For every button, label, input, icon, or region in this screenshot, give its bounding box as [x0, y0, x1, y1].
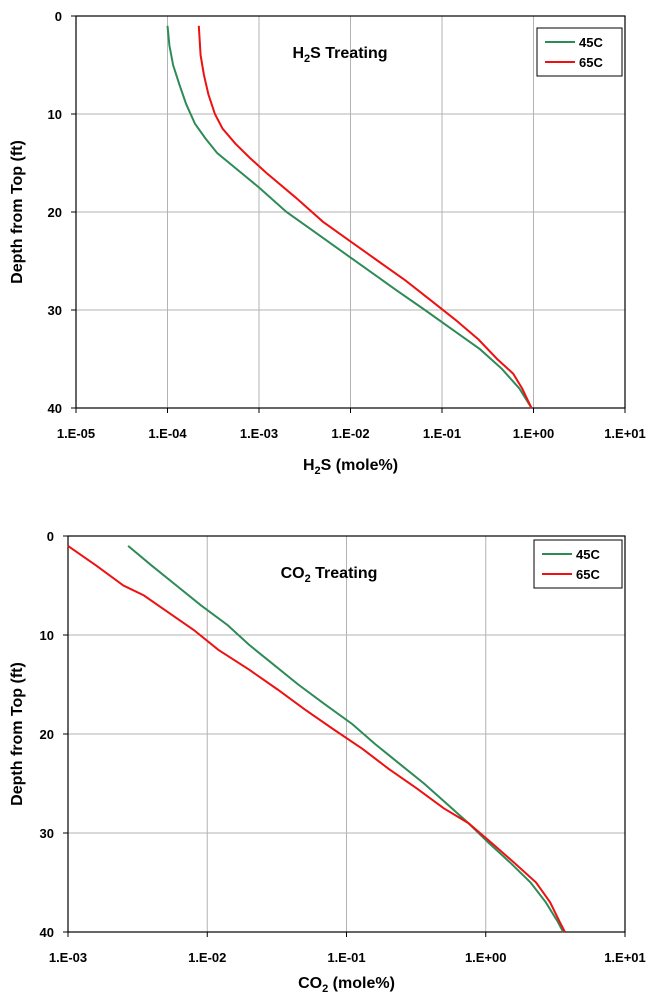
text-part: CO: [281, 565, 305, 582]
x-tick-label: 1.E+01: [604, 426, 646, 441]
subscript: 2: [305, 573, 311, 585]
y-axis-title: Depth from Top (ft): [9, 140, 26, 284]
x-axis-title: CO2 (mole%): [298, 975, 395, 995]
series-line-65C: [197, 25, 533, 409]
chart-title: H2S Treating: [292, 45, 387, 65]
y-tick-label: 30: [48, 303, 62, 318]
y-tick-label: 20: [40, 727, 54, 742]
text-part: (mole%): [328, 975, 395, 992]
x-tick-label: 1.E+00: [513, 426, 555, 441]
x-axis-title: H2S (mole%): [303, 457, 398, 477]
y-tick-label: 40: [48, 401, 62, 416]
subscript: 2: [322, 983, 328, 995]
y-tick-label: 40: [40, 925, 54, 940]
plot-frame: [67, 535, 626, 933]
x-tick-label: 1.E-03: [49, 950, 87, 965]
y-tick-label: 10: [48, 107, 62, 122]
plot-frame: [75, 15, 626, 409]
x-tick-label: 1.E+01: [604, 950, 646, 965]
chart-title: CO2 Treating: [281, 565, 378, 585]
legend-label: 45C: [576, 547, 600, 562]
text-part: Treating: [311, 565, 378, 582]
text-part: S (mole%): [321, 457, 398, 474]
y-tick-label: 20: [48, 205, 62, 220]
legend-label: 65C: [579, 55, 603, 70]
legend-box: [536, 27, 623, 77]
subscript: 2: [315, 465, 321, 477]
x-tick-label: 1.E-04: [148, 426, 187, 441]
text-part: CO: [298, 975, 322, 992]
subscript: 2: [304, 53, 310, 65]
co2-treating-chart: 1.E-03 1.E-02 1.E-01 1.E+00 1.E+01 0 10 20 30 40 C…: [9, 529, 646, 995]
x-tick-label: 1.E+00: [465, 950, 507, 965]
y-axis-title: Depth from Top (ft): [9, 662, 26, 806]
text-part: H: [303, 457, 315, 474]
y-tick-label: 10: [40, 628, 54, 643]
series-line-65C: [67, 545, 566, 933]
y-tick-label: 0: [55, 9, 62, 24]
h2s-treating-chart: 1.E-05 1.E-04 1.E-03 1.E-02 1.E-01 1.E+00 1.E+…: [9, 9, 646, 477]
legend-label: 65C: [576, 567, 600, 582]
x-tick-label: 1.E-02: [331, 426, 369, 441]
x-tick-label: 1.E-01: [327, 950, 365, 965]
x-tick-label: 1.E-03: [240, 426, 278, 441]
text-part: H: [292, 45, 304, 62]
text-part: S Treating: [310, 45, 387, 62]
legend-box: [533, 539, 623, 589]
x-tick-label: 1.E-05: [57, 426, 95, 441]
x-tick-label: 1.E-01: [423, 426, 461, 441]
series-line-45C: [166, 25, 533, 409]
x-tick-label: 1.E-02: [188, 950, 226, 965]
y-tick-label: 30: [40, 826, 54, 841]
series-line-45C: [127, 545, 565, 933]
legend-label: 45C: [579, 35, 603, 50]
y-tick-label: 0: [47, 529, 54, 544]
